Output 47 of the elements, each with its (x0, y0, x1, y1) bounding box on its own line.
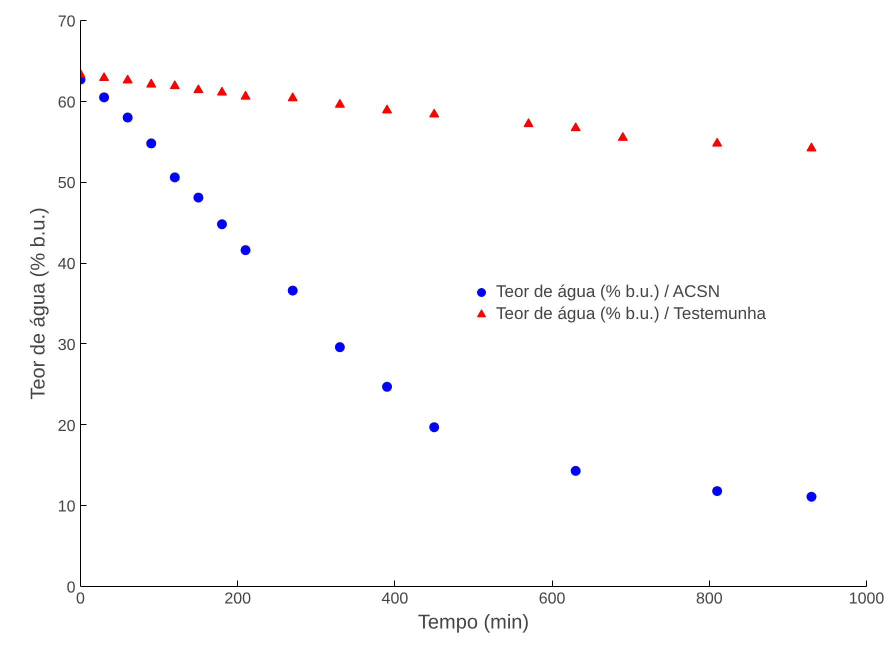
y-tick-label: 0 (66, 580, 76, 596)
y-tick-label: 10 (58, 498, 76, 516)
point (170, 80, 180, 90)
x-tick-label: 1000 (848, 590, 884, 608)
point (334, 98, 345, 108)
point (288, 286, 298, 296)
y-tick-label: 70 (58, 14, 76, 30)
point (99, 72, 110, 82)
point (170, 172, 180, 182)
point (122, 112, 133, 123)
x-tick-label: 400 (382, 590, 408, 608)
point (429, 422, 440, 432)
point (146, 78, 156, 88)
point (570, 466, 581, 476)
point (122, 74, 133, 84)
point (288, 92, 298, 102)
point (382, 104, 392, 114)
x-tick-label: 200 (224, 590, 252, 608)
legend-label: Teor de água (% b.u.) / Testemunha (496, 304, 766, 324)
point (216, 219, 227, 230)
point (240, 90, 251, 100)
point (193, 84, 204, 94)
y-tick-label: 30 (58, 336, 76, 354)
point (216, 86, 227, 96)
x-tick-label: 800 (696, 590, 723, 608)
point (334, 342, 345, 352)
point (429, 108, 440, 118)
point (524, 118, 534, 128)
point (240, 245, 251, 256)
x-axis-title: Tempo (min) (418, 612, 530, 634)
y-axis-title: Teor de água (% b.u.) (28, 207, 50, 400)
point (570, 122, 581, 132)
y-tick-label: 50 (58, 175, 76, 192)
y-tick-label: 60 (58, 94, 76, 112)
point (99, 92, 110, 102)
point (382, 382, 392, 392)
y-tick-label: 40 (58, 256, 76, 274)
point (806, 492, 816, 502)
point (146, 138, 156, 148)
x-tick-label: 600 (538, 590, 566, 608)
point (712, 138, 722, 146)
legend-label: Teor de água (% b.u.) / ACSN (496, 282, 720, 302)
point (193, 192, 204, 203)
point (618, 132, 628, 141)
y-tick-label: 20 (58, 418, 76, 435)
point (806, 142, 816, 152)
point (712, 486, 722, 496)
